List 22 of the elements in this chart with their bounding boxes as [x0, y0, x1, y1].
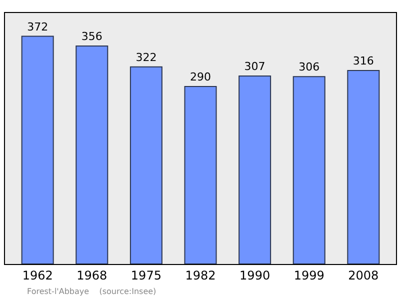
bar — [184, 86, 217, 264]
data-label: 306 — [298, 60, 320, 74]
bar — [21, 36, 54, 264]
data-label: 322 — [136, 50, 157, 64]
x-tick-label: 1962 — [22, 268, 53, 282]
text: Forest-l'Abbaye (source:Insee) — [27, 287, 156, 296]
x-tick-label: 1975 — [130, 268, 162, 282]
x-tick-label: 1968 — [76, 268, 108, 282]
bar — [292, 76, 326, 264]
data-label: 307 — [244, 60, 266, 74]
bar — [76, 46, 108, 264]
bar — [347, 70, 380, 264]
data-label: 316 — [352, 54, 374, 68]
data-label: 356 — [81, 30, 102, 44]
x-tick-label: 1999 — [294, 268, 324, 282]
bar — [238, 76, 272, 264]
x-tick-label: 1990 — [240, 268, 270, 282]
data-label: 372 — [27, 20, 48, 34]
data-label: 290 — [190, 70, 211, 84]
x-tick-label: 1982 — [185, 268, 216, 282]
x-tick-label: 2008 — [348, 268, 379, 282]
bar — [130, 66, 162, 264]
